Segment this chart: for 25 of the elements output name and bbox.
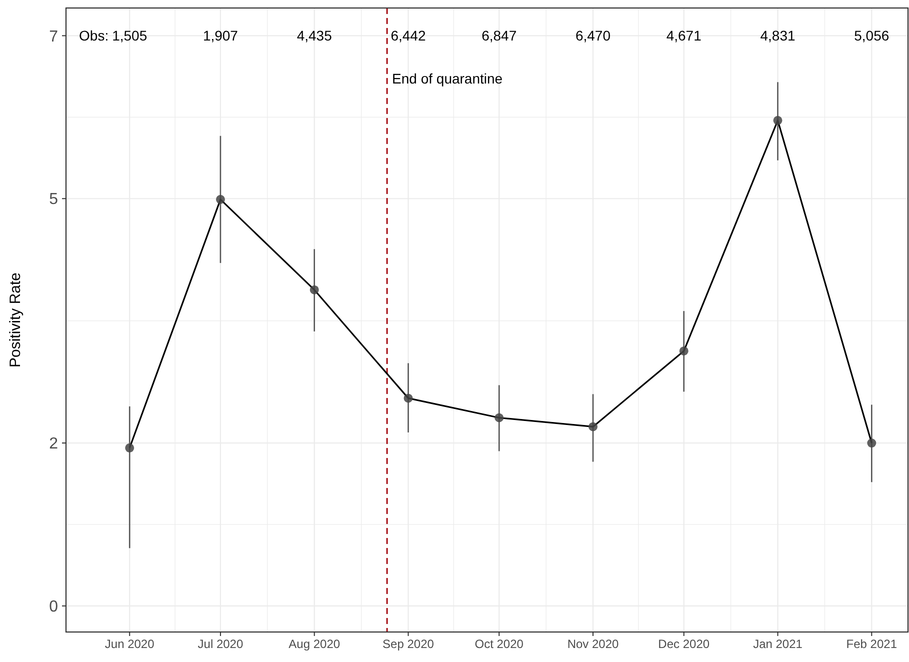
x-tick-label: Jan 2021 xyxy=(753,637,803,651)
x-tick-label: Dec 2020 xyxy=(658,637,710,651)
annotation: Obs: xyxy=(79,28,109,44)
x-tick-label: Feb 2021 xyxy=(846,637,898,651)
annotation: 1,907 xyxy=(202,28,238,44)
annotation: 4,831 xyxy=(760,28,796,44)
annotation: 1,505 xyxy=(112,28,148,44)
y-axis-title: Positivity Rate xyxy=(7,272,24,368)
x-tick-label: Jun 2020 xyxy=(104,637,155,651)
annotation: 6,847 xyxy=(482,28,517,44)
annotation: 4,435 xyxy=(296,28,332,44)
ref-line-label: End of quarantine xyxy=(392,70,503,87)
x-tick-label: Nov 2020 xyxy=(567,637,620,651)
y-tick-label: 7 xyxy=(49,28,58,46)
x-tick-label: Jul 2020 xyxy=(198,637,244,651)
annotation: 6,470 xyxy=(575,28,611,44)
x-tick-label: Sep 2020 xyxy=(382,637,434,651)
y-tick-label: 5 xyxy=(49,191,58,208)
y-tick-label: 2 xyxy=(49,436,58,453)
annotation: 6,442 xyxy=(390,28,426,44)
x-tick-label: Oct 2020 xyxy=(474,637,524,651)
annotation: 5,056 xyxy=(854,28,890,44)
annotation: 4,671 xyxy=(666,28,702,44)
x-tick-label: Aug 2020 xyxy=(288,637,340,651)
y-tick-label: 0 xyxy=(49,598,58,616)
